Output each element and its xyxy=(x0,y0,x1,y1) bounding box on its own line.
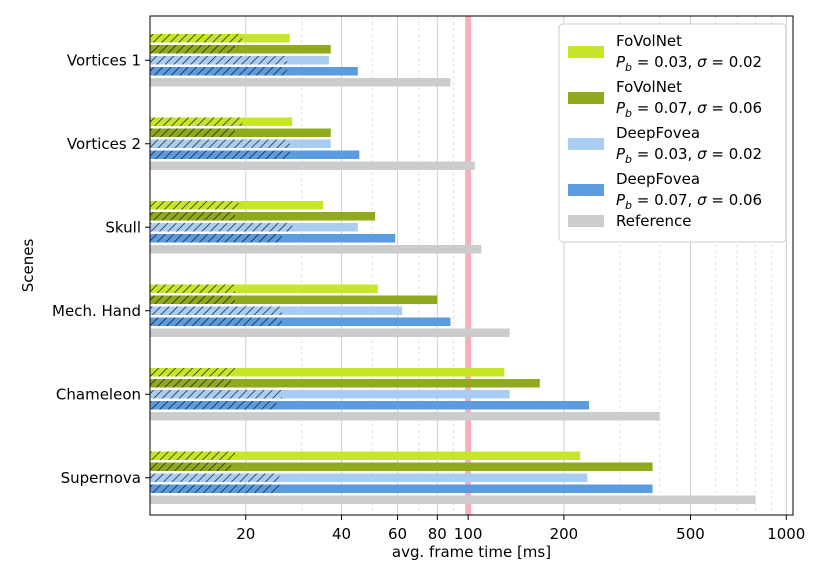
y-tick-label: Vortices 2 xyxy=(67,135,141,153)
bar-overhead-hatch xyxy=(150,473,280,482)
plot-frame xyxy=(149,15,794,516)
x-tick-label: 200 xyxy=(550,525,579,543)
bar xyxy=(150,161,475,170)
x-tick-label: 60 xyxy=(388,525,407,543)
bar-overhead-hatch xyxy=(150,379,232,388)
x-tick-label: 40 xyxy=(332,525,351,543)
y-axis-title: Scenes xyxy=(19,239,37,293)
bar-overhead-hatch xyxy=(150,34,243,43)
bar-overhead-hatch xyxy=(150,401,277,410)
bar xyxy=(150,368,505,377)
bar-overhead-hatch xyxy=(150,234,283,243)
legend-label: DeepFovea xyxy=(616,124,700,142)
legend-params: Pb = 0.03, σ = 0.02 xyxy=(616,53,762,74)
y-tick-label: Chameleon xyxy=(56,385,141,403)
legend-label: FoVolNet xyxy=(616,32,682,50)
legend-swatch xyxy=(568,92,604,104)
bar-overhead-hatch xyxy=(150,295,235,304)
x-tick-label: 100 xyxy=(454,525,483,543)
bar-overhead-hatch xyxy=(150,368,235,377)
bar xyxy=(150,390,510,399)
legend-swatch xyxy=(568,215,604,227)
bar-overhead-hatch xyxy=(150,284,235,293)
legend-box xyxy=(558,23,787,243)
bar xyxy=(150,379,540,388)
bar xyxy=(150,45,331,54)
legend-swatch xyxy=(568,46,604,58)
x-tick-label: 500 xyxy=(676,525,705,543)
legend-swatch xyxy=(568,138,604,150)
legend-label: Reference xyxy=(616,212,692,230)
bar-overhead-hatch xyxy=(150,45,235,54)
legend: FoVolNet Pb = 0.03, σ = 0.02 FoVolNet Pb = … xyxy=(558,23,787,243)
x-tick-label: 1000 xyxy=(767,525,805,543)
legend-swatch xyxy=(568,184,604,196)
bar xyxy=(150,495,756,504)
bar-overhead-hatch xyxy=(150,128,235,137)
bar xyxy=(150,245,482,254)
bar xyxy=(150,128,331,137)
y-tick-label: Supernova xyxy=(61,469,141,487)
bar-overhead-hatch xyxy=(150,306,283,315)
bar-overhead-hatch xyxy=(150,390,283,399)
bar xyxy=(150,328,510,337)
bar xyxy=(150,401,590,410)
bar-overhead-hatch xyxy=(150,451,235,460)
x-tick-label: 80 xyxy=(428,525,447,543)
bar xyxy=(150,473,588,482)
bar-overhead-hatch xyxy=(150,484,280,493)
y-tick-label: Mech. Hand xyxy=(52,302,141,320)
x-axis-title: avg. frame time [ms] xyxy=(392,543,551,561)
bar-overhead-hatch xyxy=(150,117,243,126)
bar xyxy=(150,451,581,460)
bar xyxy=(150,317,451,326)
bar xyxy=(150,78,451,87)
legend-label: DeepFovea xyxy=(616,170,700,188)
legend-params: Pb = 0.03, σ = 0.02 xyxy=(616,145,762,166)
grid-layer xyxy=(245,16,787,515)
legend-params: Pb = 0.07, σ = 0.06 xyxy=(616,99,762,120)
bar xyxy=(150,284,378,293)
bar-overhead-hatch xyxy=(150,201,239,210)
bar-overhead-hatch xyxy=(150,223,293,232)
y-tick-label: Vortices 1 xyxy=(67,51,141,69)
legend-label: FoVolNet xyxy=(616,78,682,96)
bar-overhead-hatch xyxy=(150,139,290,148)
bar xyxy=(150,295,438,304)
bar xyxy=(150,412,660,421)
bar-layer xyxy=(150,34,756,504)
bar xyxy=(150,462,653,471)
bar xyxy=(150,484,653,493)
bar-overhead-hatch xyxy=(150,317,283,326)
legend-params: Pb = 0.07, σ = 0.06 xyxy=(616,191,762,212)
bar-overhead-hatch xyxy=(150,212,235,221)
bar-overhead-hatch xyxy=(150,67,288,76)
tick-layer: 20 40 60 80 100 200 500 1000 Vortices 1 Vortices … xyxy=(52,51,805,543)
bar-overhead-hatch xyxy=(150,462,232,471)
y-tick-label: Skull xyxy=(105,218,141,236)
x-tick-label: 20 xyxy=(236,525,255,543)
bar-overhead-hatch xyxy=(150,56,288,65)
bar xyxy=(150,212,376,221)
bar-overhead-hatch xyxy=(150,150,290,159)
